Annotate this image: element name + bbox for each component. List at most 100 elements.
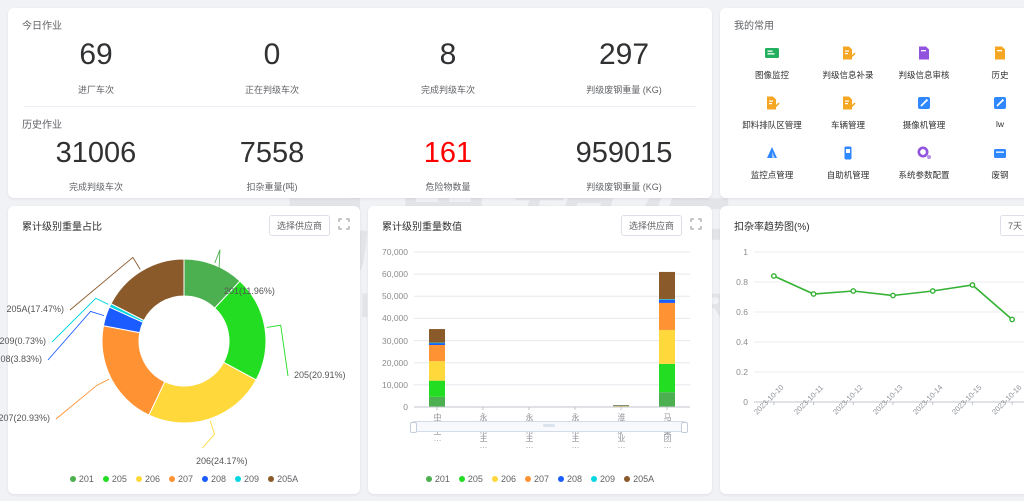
line-svg [754,251,1024,405]
legend-label: 206 [500,474,516,484]
kpi-item: 959015 判级废钢重量 (KG) [536,135,712,193]
shortcut-item-9[interactable]: 自助机管理 [810,140,886,181]
bar-segment-205[interactable] [429,380,445,397]
line-ytick: 0.8 [736,277,748,287]
bar-segment-208[interactable] [429,343,445,345]
pie-leader-line [266,324,289,377]
legend-item-208[interactable]: 208 [202,474,226,484]
legend-item-205[interactable]: 205 [458,474,483,484]
legend-item-206[interactable]: 206 [491,474,516,484]
legend-item-201[interactable]: 201 [69,474,94,484]
select-supplier-button[interactable]: 选择供应商 [620,215,682,236]
bar-segment-206[interactable] [429,361,445,381]
shortcut-label: 车辆管理 [830,120,865,130]
legend-label: 206 [144,474,160,484]
legend-dot [202,476,209,482]
legend-label: 205 [467,474,483,484]
pie-label-205: 205(20.91%) [294,370,346,380]
history-kpi-row: 31006 完成判级车次 7558 扣杂重量(吨) 161 危险物数量 9590… [8,131,712,203]
bar-segment-206[interactable] [659,329,675,364]
expand-icon[interactable] [338,217,350,235]
pie-label-206: 206(24.17%) [196,456,248,466]
bar-segment-207[interactable] [659,302,675,330]
datazoom-handle[interactable] [543,424,555,427]
legend-item-209[interactable]: 209 [235,474,259,484]
kpi-divider [24,105,696,107]
legend-dot [624,476,631,482]
bar-segment-201[interactable] [659,392,675,407]
bar-segment-205[interactable] [659,363,675,393]
shortcut-item-2[interactable]: 判级信息审核 [886,40,962,81]
shortcut-label: 摄像机管理 [902,120,946,130]
expand-icon[interactable] [690,217,702,235]
legend-dot [425,476,432,482]
bar-ytick: 50,000 [382,291,408,302]
line-chart-card: 扣杂率趋势图(%) 7天 0 0.2 0.4 0.6 0.8 1 2023-10-10 20… [720,206,1024,494]
shortcut-item-5[interactable]: 车辆管理 [810,90,886,131]
pie-slice-205A[interactable] [110,258,185,322]
bar-legend: 201 205 206 207 208 209 205A [368,474,712,484]
shortcut-item-11[interactable]: 废钢 [962,140,1024,181]
line-ytick: 0.6 [736,307,748,317]
legend-label: 208 [567,474,583,484]
shortcut-item-3[interactable]: 历史 [962,40,1024,81]
pie-leader-line [214,249,221,293]
donut-chart: 201(11.96%) 205(20.91%) 206(24.17%) 207(20.… [0,236,360,466]
history-section: 历史作业 31006 完成判级车次 7558 扣杂重量(吨) 161 危险物数量… [8,107,712,203]
bar-segment-208[interactable] [659,299,675,303]
legend-item-206[interactable]: 206 [135,474,160,484]
legend-item-207[interactable]: 207 [168,474,193,484]
kpi-label: 扣杂重量(吨) [246,181,298,192]
legend-dot [558,476,565,482]
bar-ytick: 40,000 [382,313,408,324]
bar-ytick: 10,000 [382,379,408,390]
pie-label-205A: 205A(17.47%) [6,304,64,314]
line-point-5[interactable] [969,282,976,288]
shortcut-item-4[interactable]: 卸料排队区管理 [734,90,810,131]
legend-item-201[interactable]: 201 [425,474,450,484]
shortcut-item-0[interactable]: 图像监控 [734,40,810,81]
bar-segment-207[interactable] [429,345,445,362]
shortcut-item-10[interactable]: 系统参数配置 [886,140,962,181]
edit-note-icon [810,40,886,66]
kpi-value: 297 [598,38,650,71]
shortcut-item-6[interactable]: 摄像机管理 [886,90,962,131]
queue-edit-icon [734,90,810,116]
bar-segment-205A[interactable] [429,329,445,343]
legend-item-209[interactable]: 209 [591,474,615,484]
shortcut-item-8[interactable]: 监控点管理 [734,140,810,181]
line-point-2[interactable] [850,288,857,294]
legend-item-205A[interactable]: 205A [268,474,298,484]
line-point-1[interactable] [810,291,817,297]
legend-item-207[interactable]: 207 [524,474,549,484]
bar-segment-205A[interactable] [659,271,675,300]
shortcut-label: 判级信息审核 [898,70,950,80]
kpi-item: 0 正在判级车次 [184,36,360,96]
pie-leader-line [51,297,109,343]
line-point-0[interactable] [770,273,777,279]
bar-segment-201[interactable] [429,396,445,407]
bar-chart-card: 累计级别重量数值 选择供应商 0 10,000 20,000 30,000 40,000… [368,206,712,494]
legend-item-205A[interactable]: 205A [624,474,654,484]
range-7days-button[interactable]: 7天 [999,215,1024,236]
review-doc-icon [886,40,962,66]
bar-datazoom-scrollbar[interactable] [410,421,688,433]
pie-chart-card: 累计级别重量占比 选择供应商 201(11.96%) 205(20.91%) 206… [0,206,360,494]
shortcut-item-1[interactable]: 判级信息补录 [810,40,886,81]
line-point-4[interactable] [929,288,936,294]
bar-segment-209[interactable] [429,342,445,344]
kpi-label: 判级废钢重量 (KG) [586,84,662,95]
bar-segment-209[interactable] [659,299,675,300]
select-supplier-button[interactable]: 选择供应商 [268,215,330,236]
kpi-item: 69 进厂车次 [8,36,184,96]
shortcut-item-7[interactable]: lw [962,90,1024,131]
bar-segment-205A[interactable] [613,405,629,406]
legend-item-205[interactable]: 205 [102,474,127,484]
line-point-6[interactable] [1009,316,1016,323]
shortcut-label: 系统参数配置 [898,170,950,180]
line-point-3[interactable] [890,292,896,299]
kpi-value-danger: 161 [423,136,473,169]
kpi-value: 8 [439,38,457,71]
bar-segment-206[interactable] [613,405,629,407]
legend-item-208[interactable]: 208 [558,474,582,484]
